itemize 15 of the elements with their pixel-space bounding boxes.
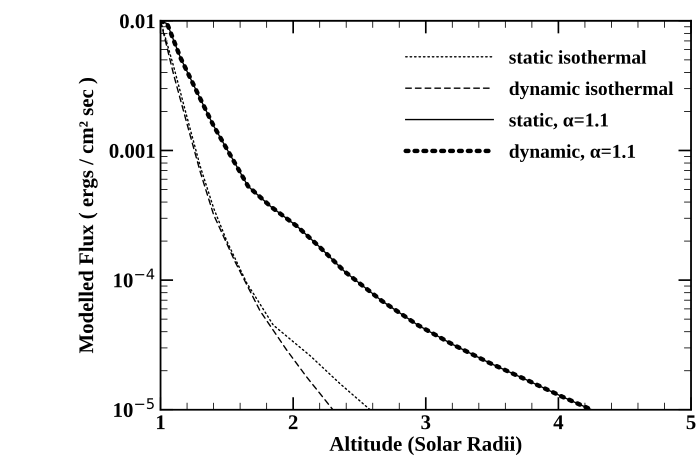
x-tick-label: 5 — [686, 415, 696, 430]
x-axis-title: Altitude (Solar Radii) — [330, 436, 522, 456]
legend-label: dynamic, α=1.1 — [510, 144, 636, 162]
x-tick-label: 4 — [553, 415, 564, 430]
legend-label: static, α=1.1 — [509, 112, 608, 130]
y-tick-label: 10$^{−4}$ — [114, 268, 154, 288]
y-tick-label: 10$^{−5}$ — [114, 398, 154, 418]
y-tick-label: 0.01 — [120, 14, 155, 28]
legend-label: dynamic isothermal — [510, 81, 674, 100]
x-tick-label: 1 — [157, 415, 165, 430]
y-tick-label: 0.001 — [110, 144, 155, 158]
legend-label: static isothermal — [509, 50, 646, 64]
x-tick-label: 2 — [288, 415, 298, 430]
x-tick-label: 3 — [421, 415, 430, 430]
y-axis-title: Modelled Flux ( ergs / cm² sec ) — [78, 78, 98, 354]
